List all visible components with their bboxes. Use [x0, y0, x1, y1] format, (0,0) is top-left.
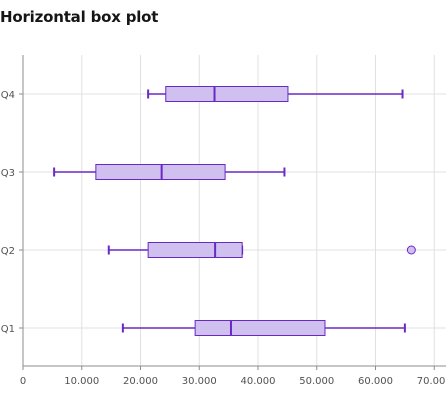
x-tick-label: 40.000 [241, 376, 276, 387]
y-tick-label: Q2 [1, 246, 15, 257]
x-tick-label: 0 [20, 376, 26, 387]
box-q3 [53, 164, 286, 180]
box-layer [53, 86, 416, 336]
x-tick-label: 50.000 [299, 376, 334, 387]
x-tick-label: 70.000 [417, 376, 446, 387]
box-q1 [121, 320, 406, 336]
iqr-box [147, 242, 243, 258]
x-tick-label: 30.000 [182, 376, 217, 387]
y-tick-label: Q1 [1, 324, 15, 335]
x-tick-label: 10.000 [64, 376, 99, 387]
x-tick-label: 60.000 [358, 376, 393, 387]
chart-title: Horizontal box plot [0, 8, 159, 26]
iqr-box [95, 164, 226, 180]
axis-layer: 0 10.000 20.000 30.000 40.000 50.000 60.000 70.… [1, 55, 446, 387]
iqr-box [165, 86, 289, 102]
box-q4 [147, 86, 404, 102]
iqr-box [194, 320, 326, 336]
y-tick-label: Q3 [1, 168, 15, 179]
box-q2 [107, 242, 416, 258]
outlier-point [406, 245, 416, 255]
y-tick-label: Q4 [1, 90, 15, 101]
x-tick-label: 20.000 [123, 376, 158, 387]
